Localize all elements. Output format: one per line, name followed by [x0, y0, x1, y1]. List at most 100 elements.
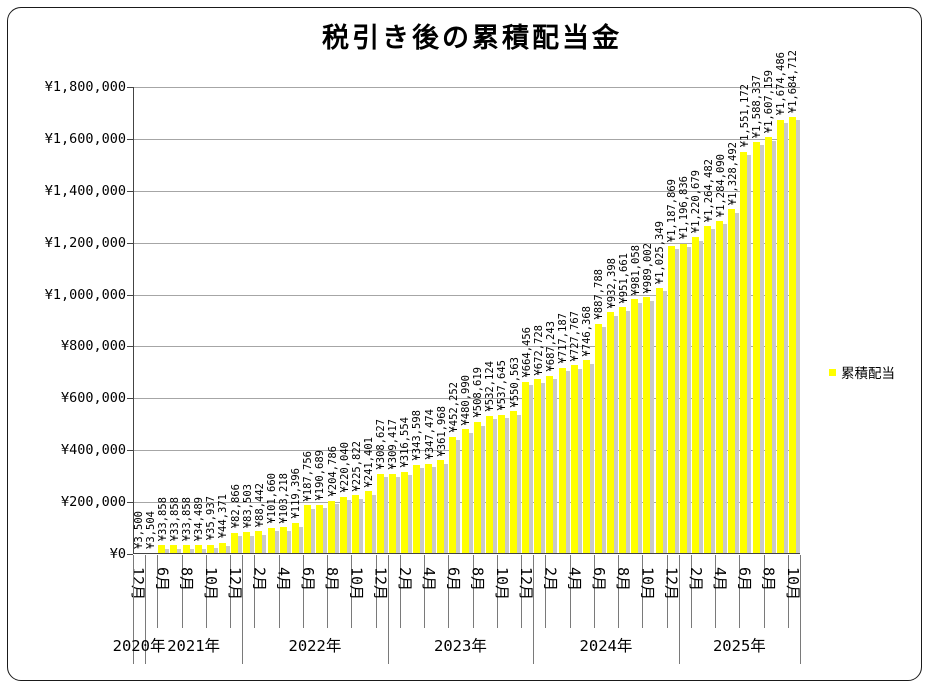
bar-value-label: ¥34,489 — [193, 496, 206, 542]
bar-shadow — [453, 440, 461, 554]
bar-shadow — [683, 247, 691, 554]
x-tick-label: 10月 — [783, 567, 802, 601]
bar — [643, 297, 651, 554]
bar-shadow — [671, 249, 679, 554]
bar-shadow — [562, 371, 570, 554]
y-axis-tick — [127, 398, 133, 400]
x-tick-line — [375, 555, 377, 628]
x-tick-label: 10月 — [638, 567, 657, 601]
bar-shadow — [404, 475, 412, 554]
bar-shadow — [356, 498, 364, 554]
bar-shadow — [392, 477, 400, 554]
bar-value-label: ¥225,822 — [350, 440, 363, 492]
bar-value-label: ¥480,990 — [460, 374, 472, 426]
x-tick-label: 6月 — [589, 567, 608, 592]
bar-value-label: ¥241,401 — [362, 436, 375, 488]
bar-value-label: ¥35,937 — [205, 496, 218, 541]
bar — [473, 422, 481, 554]
year-separator-line — [133, 555, 134, 664]
bar-shadow — [429, 467, 437, 554]
y-axis-tick — [127, 294, 133, 296]
bar-value-label: ¥119,396 — [290, 468, 303, 520]
bar — [607, 312, 615, 554]
x-tick-label: 12月 — [371, 567, 390, 601]
x-tick-line — [666, 555, 668, 628]
bar-value-label: ¥347,474 — [423, 409, 436, 460]
x-tick-label: 4月 — [711, 567, 730, 592]
bar-shadow — [756, 145, 764, 554]
bar — [485, 415, 493, 554]
plot-area: ¥3,500 ¥3,504 ¥33,858 ¥33,858 ¥33,858 ¥34,489… — [133, 50, 800, 554]
bar-value-label: ¥452,252 — [447, 382, 460, 433]
year-separator-line — [387, 555, 389, 664]
bar — [570, 365, 578, 554]
bar — [243, 532, 251, 554]
bar — [182, 545, 190, 554]
bar — [376, 473, 384, 554]
bar — [364, 491, 372, 554]
bar-shadow — [441, 463, 449, 554]
bar-value-label: ¥1,284,090 — [714, 153, 727, 217]
bar-value-label: ¥343,598 — [411, 410, 424, 461]
x-axis-line — [133, 553, 800, 554]
bar — [413, 464, 421, 554]
bar — [231, 532, 239, 554]
x-tick-line — [399, 555, 401, 628]
bar — [328, 500, 336, 554]
bar-shadow — [635, 302, 643, 554]
bar-shadow — [465, 432, 473, 554]
gridline — [133, 346, 800, 348]
bar-shadow — [295, 526, 303, 554]
bar-value-label: ¥82,866 — [229, 484, 242, 529]
bar-value-label: ¥220,040 — [338, 442, 351, 493]
bar-value-label: ¥33,858 — [168, 496, 181, 542]
bar — [340, 496, 348, 554]
legend-marker-swatch — [829, 368, 836, 376]
bar-value-label: ¥951,661 — [617, 252, 630, 304]
bar — [291, 523, 299, 554]
x-tick-label: 8月 — [323, 567, 342, 592]
x-tick-line — [448, 555, 450, 628]
bar-shadow — [550, 379, 558, 554]
year-separator-line — [145, 555, 147, 664]
bar-shadow — [732, 212, 740, 554]
x-tick-label: 2月 — [541, 567, 560, 592]
x-tick-label: 2月 — [686, 567, 705, 592]
bar-value-label: ¥1,328,492 — [726, 142, 739, 206]
bar-value-label: ¥103,218 — [278, 472, 291, 524]
bar — [461, 429, 469, 554]
y-axis-label: ¥1,600,000 — [44, 130, 126, 147]
x-tick-label: 2月 — [395, 567, 414, 592]
x-tick-label: 8月 — [614, 567, 633, 592]
y-axis-tick — [127, 242, 133, 244]
bar-value-label: ¥664,456 — [520, 327, 533, 378]
bar-value-label: ¥1,607,159 — [763, 69, 776, 134]
bar-value-label: ¥687,243 — [544, 321, 557, 372]
bar — [546, 375, 554, 554]
x-tick-line — [763, 555, 765, 628]
bar-shadow — [174, 548, 182, 554]
bar-value-label: ¥932,398 — [605, 257, 618, 309]
bar-value-label: ¥887,788 — [593, 269, 606, 320]
gridline — [133, 87, 800, 88]
bar — [776, 119, 784, 554]
x-tick-line — [569, 555, 571, 628]
bar — [764, 137, 772, 554]
bar-shadow — [259, 534, 267, 554]
bar — [352, 495, 360, 554]
bar-shadow — [320, 508, 327, 554]
x-tick-line — [230, 555, 232, 628]
bar — [497, 414, 505, 554]
bar-shadow — [380, 477, 388, 554]
x-tick-line — [618, 555, 620, 628]
x-tick-line — [302, 555, 304, 628]
gridline — [133, 398, 800, 400]
bar-shadow — [247, 535, 255, 554]
x-tick-line — [739, 555, 741, 628]
year-label: 2025年 — [712, 637, 766, 655]
bar-value-label: ¥44,371 — [217, 494, 230, 539]
bar — [170, 545, 178, 554]
bar — [267, 527, 275, 554]
x-tick-line — [205, 555, 207, 628]
x-tick-label: 12月 — [517, 567, 536, 601]
